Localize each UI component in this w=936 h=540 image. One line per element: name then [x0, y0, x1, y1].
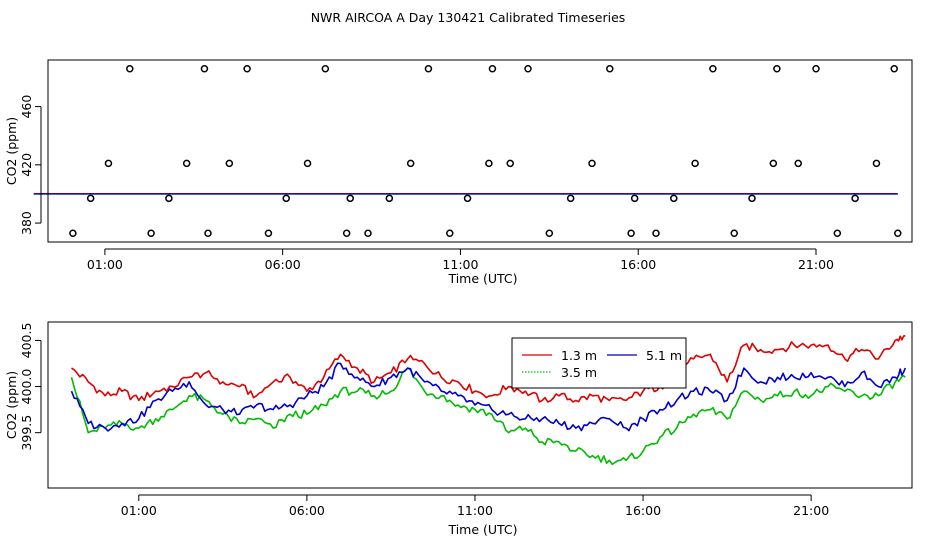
top-scatter-point	[894, 229, 902, 238]
top-y-axis-label: CO2 (ppm)	[4, 117, 19, 185]
top-scatter-point	[446, 229, 454, 238]
top-x-tick-label: 01:00	[87, 257, 123, 272]
top-scatter-point	[851, 194, 859, 203]
top-y-tick-label: 460	[19, 95, 34, 119]
top-x-tick-label: 16:00	[620, 257, 656, 272]
top-scatter-point	[165, 194, 173, 203]
top-scatter-point	[524, 64, 532, 73]
top-scatter-point	[890, 64, 898, 73]
top-scatter-point	[627, 229, 635, 238]
top-y-tick-label: 380	[19, 211, 34, 235]
top-scatter-point	[321, 64, 330, 73]
bottom-panel: 01:00 06:00 11:00 16:00 21:00 399.5 400.0 400.…	[4, 321, 913, 537]
bottom-series-line-1-3-m	[71, 335, 906, 403]
top-scatter-point	[485, 159, 493, 168]
top-scatter-point	[630, 194, 639, 203]
top-scatter-point	[282, 194, 290, 203]
top-scatter-point	[264, 229, 273, 238]
legend-label-1-3m: 1.3 m	[561, 348, 597, 363]
bottom-x-tick-label: 11:00	[457, 503, 493, 518]
top-scatter-point	[872, 159, 881, 168]
top-scatter-point	[833, 229, 842, 238]
top-scatter-point	[812, 64, 820, 73]
top-scatter-point	[424, 64, 433, 73]
top-plot-area	[33, 64, 902, 238]
top-scatter-point	[200, 64, 209, 73]
bottom-x-tick-label: 16:00	[625, 503, 661, 518]
top-y-axis: 380 420 460	[19, 95, 42, 235]
top-scatter-point	[670, 194, 678, 203]
top-scatter-point	[406, 159, 415, 168]
top-scatter-point	[652, 229, 660, 238]
legend-box	[511, 337, 687, 389]
top-scatter-point	[126, 64, 134, 73]
top-scatter-point	[346, 194, 354, 203]
bottom-plot-area	[70, 335, 907, 466]
bottom-x-tick-label: 21:00	[793, 503, 829, 518]
bottom-y-tick-label: 399.5	[19, 415, 34, 451]
top-y-tick-label: 420	[19, 153, 34, 177]
top-scatter-point	[342, 229, 351, 238]
top-x-tick-label: 06:00	[265, 257, 301, 272]
top-scatter-point	[709, 64, 717, 73]
top-scatter-point	[606, 64, 614, 73]
bottom-x-axis: 01:00 06:00 11:00 16:00 21:00	[121, 494, 829, 518]
bottom-x-tick-label: 01:00	[121, 503, 157, 518]
top-scatter-point	[748, 194, 756, 203]
top-panel: 01:00 06:00 11:00 16:00 21:00 380 420 460 Time…	[4, 59, 913, 286]
top-scatter-point	[566, 194, 575, 203]
top-scatter-point	[794, 159, 802, 168]
top-scatter-point	[147, 229, 155, 238]
top-scatter-point	[691, 159, 699, 168]
top-x-tick-label: 21:00	[798, 257, 834, 272]
top-scatter-point	[730, 229, 738, 238]
top-scatter-point	[104, 159, 113, 168]
top-scatter-point	[488, 64, 497, 73]
top-scatter-point	[204, 229, 212, 238]
legend-label-5-1m: 5.1 m	[646, 348, 682, 363]
top-scatter-point	[769, 159, 778, 168]
top-scatter-point	[545, 229, 554, 238]
top-scatter-point	[506, 159, 514, 168]
top-x-tick-label: 11:00	[442, 257, 478, 272]
top-scatter-point	[588, 159, 596, 168]
legend: 1.3 m 5.1 m 3.5 m	[511, 337, 687, 389]
top-x-axis: 01:00 06:00 11:00 16:00 21:00	[87, 248, 834, 272]
bottom-y-axis: 399.5 400.0 400.5	[19, 323, 42, 451]
top-scatter-point	[243, 64, 251, 73]
top-scatter-point	[86, 194, 95, 203]
bottom-x-axis-label: Time (UTC)	[447, 522, 517, 537]
bottom-y-tick-label: 400.5	[19, 323, 34, 359]
top-scatter-point	[463, 194, 472, 203]
top-plot-frame	[47, 59, 913, 243]
top-x-axis-label: Time (UTC)	[447, 271, 517, 286]
bottom-plot-frame	[47, 321, 913, 489]
top-scatter-point	[364, 229, 372, 238]
bottom-x-tick-label: 06:00	[289, 503, 325, 518]
top-scatter-point	[385, 194, 394, 203]
figure-title: NWR AIRCOA A Day 130421 Calibrated Times…	[311, 10, 626, 25]
bottom-y-tick-label: 400.0	[19, 369, 34, 405]
bottom-series-line-3-5-m	[70, 367, 906, 466]
top-scatter-point	[69, 229, 77, 238]
top-scatter-point	[303, 159, 312, 168]
bottom-series-line-5-1-m	[70, 362, 907, 432]
top-scatter-point	[773, 64, 781, 73]
top-scatter-point	[182, 159, 191, 168]
legend-label-3-5m: 3.5 m	[561, 365, 597, 380]
top-scatter-point	[225, 159, 234, 168]
bottom-y-axis-label: CO2 (ppm)	[4, 371, 19, 439]
